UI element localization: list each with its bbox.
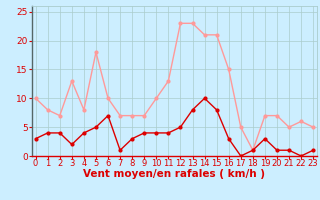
X-axis label: Vent moyen/en rafales ( km/h ): Vent moyen/en rafales ( km/h ): [84, 169, 265, 179]
